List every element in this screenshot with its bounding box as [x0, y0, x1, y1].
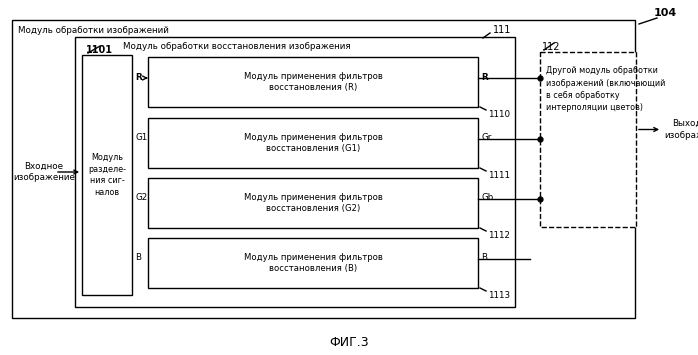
Text: 1112: 1112 [488, 231, 510, 240]
Text: Gb: Gb [481, 193, 493, 202]
Text: 1110: 1110 [488, 110, 510, 119]
Text: Другой модуль обработки
изображений (включающий
в себя обработку
интерполяции цв: Другой модуль обработки изображений (вкл… [546, 66, 665, 113]
Bar [148, 118, 478, 168]
Bar [82, 55, 132, 295]
Text: B: B [135, 253, 141, 262]
Text: 111: 111 [493, 25, 512, 35]
Bar [75, 37, 515, 307]
Text: Модуль обработки восстановления изображения: Модуль обработки восстановления изображе… [123, 42, 350, 51]
Text: 1111: 1111 [488, 171, 510, 180]
Bar [12, 20, 635, 318]
Text: 104: 104 [653, 8, 676, 18]
Text: 1113: 1113 [488, 291, 510, 300]
Text: Модуль применения фильтров
восстановления (G1): Модуль применения фильтров восстановлени… [244, 133, 383, 153]
Text: R: R [135, 72, 142, 82]
Text: 1101: 1101 [86, 45, 113, 55]
Text: 112: 112 [542, 42, 560, 52]
Text: Gr: Gr [481, 133, 491, 142]
Text: R: R [481, 72, 488, 82]
Text: Входное
изображение: Входное изображение [13, 162, 75, 182]
Text: B: B [481, 253, 487, 262]
Text: Модуль применения фильтров
восстановления (B): Модуль применения фильтров восстановлени… [244, 253, 383, 273]
Text: Выходное
изображение: Выходное изображение [664, 119, 698, 140]
Bar [148, 57, 478, 107]
Text: Модуль применения фильтров
восстановления (G2): Модуль применения фильтров восстановлени… [244, 193, 383, 213]
Bar [540, 52, 636, 227]
Text: G2: G2 [135, 193, 147, 202]
Text: Модуль обработки изображений: Модуль обработки изображений [18, 26, 169, 35]
Bar [148, 238, 478, 288]
Text: Модуль
разделе-
ния сиг-
налов: Модуль разделе- ния сиг- налов [88, 153, 126, 197]
Text: ФИГ.3: ФИГ.3 [329, 335, 369, 349]
Bar [148, 178, 478, 228]
Text: G1: G1 [135, 133, 147, 142]
Text: Модуль применения фильтров
восстановления (R): Модуль применения фильтров восстановлени… [244, 72, 383, 92]
